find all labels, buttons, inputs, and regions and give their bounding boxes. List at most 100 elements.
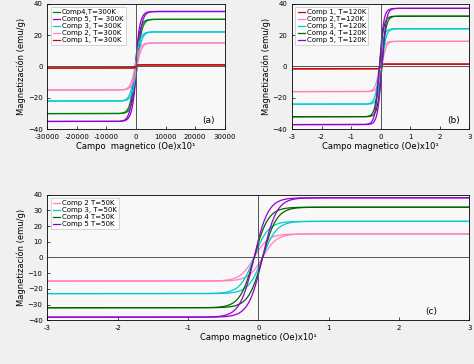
Comp 2 T=50K: [45, 279, 50, 283]
Comp4,T=300K: [45, 111, 50, 116]
Comp 5, T= 300K: [120, 118, 126, 123]
Comp 2,T=120K: [457, 39, 463, 44]
Comp 1, T=300K: [120, 66, 126, 70]
Comp 5 T=50K: [245, 280, 251, 285]
Comp 1, T=300K: [208, 63, 213, 67]
Comp 4 T=50K: [432, 205, 438, 209]
Comp 3, T=120K: [466, 27, 472, 31]
Comp 1, T=300K: [119, 66, 125, 70]
Comp 1, T=120K: [364, 67, 369, 71]
Comp 3, T=300K: [129, 86, 135, 90]
Comp 5 T=50K: [454, 195, 459, 200]
Comp 5 T=50K: [466, 195, 472, 200]
Legend: Comp 2 T=50K, Comp 3, T=50K, Comp 4 T=50K, Comp 5 T=50K: Comp 2 T=50K, Comp 3, T=50K, Comp 4 T=50…: [51, 198, 119, 229]
Comp 4, T=120K: [365, 114, 371, 119]
Text: (b): (b): [447, 116, 460, 125]
Comp 1, T=120K: [418, 62, 424, 66]
Comp 5, T= 300K: [221, 9, 227, 14]
Line: Comp 1, T=120K: Comp 1, T=120K: [292, 64, 469, 69]
Comp4,T=300K: [120, 111, 126, 115]
Line: Comp 1, T=300K: Comp 1, T=300K: [47, 65, 225, 68]
Comp 1, T=120K: [374, 67, 379, 71]
Comp4,T=300K: [173, 17, 179, 21]
Comp 3, T=300K: [216, 30, 222, 34]
Comp 2 T=50K: [351, 232, 357, 236]
Comp 4, T=120K: [418, 14, 424, 19]
Comp 3, T=120K: [374, 88, 379, 93]
Comp 1, T=120K: [405, 62, 411, 66]
Comp 2 T=50K: [454, 232, 459, 236]
Comp 1, T=300K: [173, 63, 179, 67]
X-axis label: Campo magnetico (Oe)x10¹: Campo magnetico (Oe)x10¹: [322, 142, 439, 151]
Comp 4 T=50K: [222, 304, 228, 308]
Comp4,T=300K: [216, 17, 222, 21]
Comp 5, T=120K: [365, 122, 371, 126]
Comp 4, T=120K: [466, 14, 472, 19]
Comp 3, T=50K: [45, 292, 50, 296]
Comp 3, T=120K: [418, 27, 424, 31]
Comp 5, T= 300K: [129, 98, 135, 102]
Comp 3, T=300K: [173, 30, 179, 34]
Comp 2,T=120K: [364, 89, 369, 94]
Comp 4 T=50K: [225, 303, 231, 308]
Comp 3, T=120K: [289, 102, 295, 106]
Comp 5, T= 300K: [222, 9, 228, 14]
Line: Comp 5, T= 300K: Comp 5, T= 300K: [47, 12, 225, 122]
Comp4,T=300K: [119, 111, 125, 115]
Comp 5 T=50K: [45, 315, 50, 319]
Comp 5, T= 300K: [119, 119, 125, 123]
Comp 2, T=300K: [173, 41, 179, 45]
Comp 1, T=300K: [161, 63, 166, 67]
Comp 1, T=300K: [222, 63, 228, 67]
Line: Comp 4 T=50K: Comp 4 T=50K: [47, 207, 469, 308]
Comp4,T=300K: [129, 93, 135, 98]
Line: Comp 3, T=120K: Comp 3, T=120K: [292, 29, 469, 104]
Comp 2 T=50K: [245, 265, 251, 270]
Comp 5, T=120K: [457, 6, 463, 11]
Comp 2, T=300K: [221, 41, 227, 45]
Comp 3, T=50K: [222, 290, 228, 295]
Legend: Comp4,T=300K, Comp 5, T= 300K, Comp 3, T=300K, Comp 2, T=300K, Comp 1, T=300K: Comp4,T=300K, Comp 5, T= 300K, Comp 3, T…: [51, 7, 126, 46]
Comp 1, T=300K: [129, 66, 135, 70]
Comp 4, T=120K: [461, 14, 467, 19]
Comp 1, T=120K: [365, 67, 371, 71]
Comp 4 T=50K: [466, 205, 472, 209]
Comp 5, T= 300K: [208, 9, 213, 14]
Y-axis label: Magnetización (emu/g): Magnetización (emu/g): [262, 18, 271, 115]
Legend: Comp 1, T=120K, Comp 2,T=120K, Comp 3, T=120K, Comp 4, T=120K, Comp 5, T=120K: Comp 1, T=120K, Comp 2,T=120K, Comp 3, T…: [295, 7, 368, 46]
Comp 3, T=50K: [225, 290, 231, 294]
Comp 3, T=120K: [461, 27, 467, 31]
Text: (a): (a): [202, 116, 215, 125]
Comp4,T=300K: [222, 17, 228, 21]
Line: Comp 2, T=300K: Comp 2, T=300K: [47, 43, 225, 90]
Comp 5, T=120K: [364, 122, 369, 127]
Text: (c): (c): [425, 307, 438, 316]
Comp 3, T=50K: [454, 219, 459, 223]
Comp4,T=300K: [221, 17, 227, 21]
Line: Comp 3, T=300K: Comp 3, T=300K: [47, 32, 225, 101]
Comp 3, T=50K: [245, 270, 251, 275]
Comp 5, T=120K: [289, 122, 295, 127]
Comp 3, T=120K: [452, 27, 458, 31]
Comp 3, T=300K: [221, 30, 227, 34]
X-axis label: Campo  magnetico (Oe)x10¹: Campo magnetico (Oe)x10¹: [76, 142, 196, 151]
Comp 3, T=300K: [222, 30, 228, 34]
Comp 5 T=50K: [222, 313, 228, 317]
Comp 3, T=120K: [365, 102, 371, 106]
Comp 3, T=50K: [466, 219, 472, 223]
Line: Comp 2 T=50K: Comp 2 T=50K: [47, 234, 469, 281]
Comp 4, T=120K: [452, 14, 458, 19]
Comp 5, T= 300K: [173, 9, 179, 14]
Comp 5, T=120K: [418, 6, 424, 11]
Comp 2,T=120K: [374, 80, 379, 85]
Comp 4, T=120K: [457, 14, 463, 19]
Line: Comp 2,T=120K: Comp 2,T=120K: [292, 41, 469, 92]
Line: Comp 5 T=50K: Comp 5 T=50K: [47, 198, 469, 317]
Line: Comp 5, T=120K: Comp 5, T=120K: [292, 8, 469, 124]
Comp 5, T=120K: [461, 6, 467, 11]
Comp 2, T=300K: [222, 41, 228, 45]
Comp 2,T=120K: [466, 39, 472, 44]
Comp 5, T=120K: [374, 102, 379, 106]
Comp 2, T=300K: [129, 79, 135, 83]
Comp 4 T=50K: [351, 205, 357, 209]
